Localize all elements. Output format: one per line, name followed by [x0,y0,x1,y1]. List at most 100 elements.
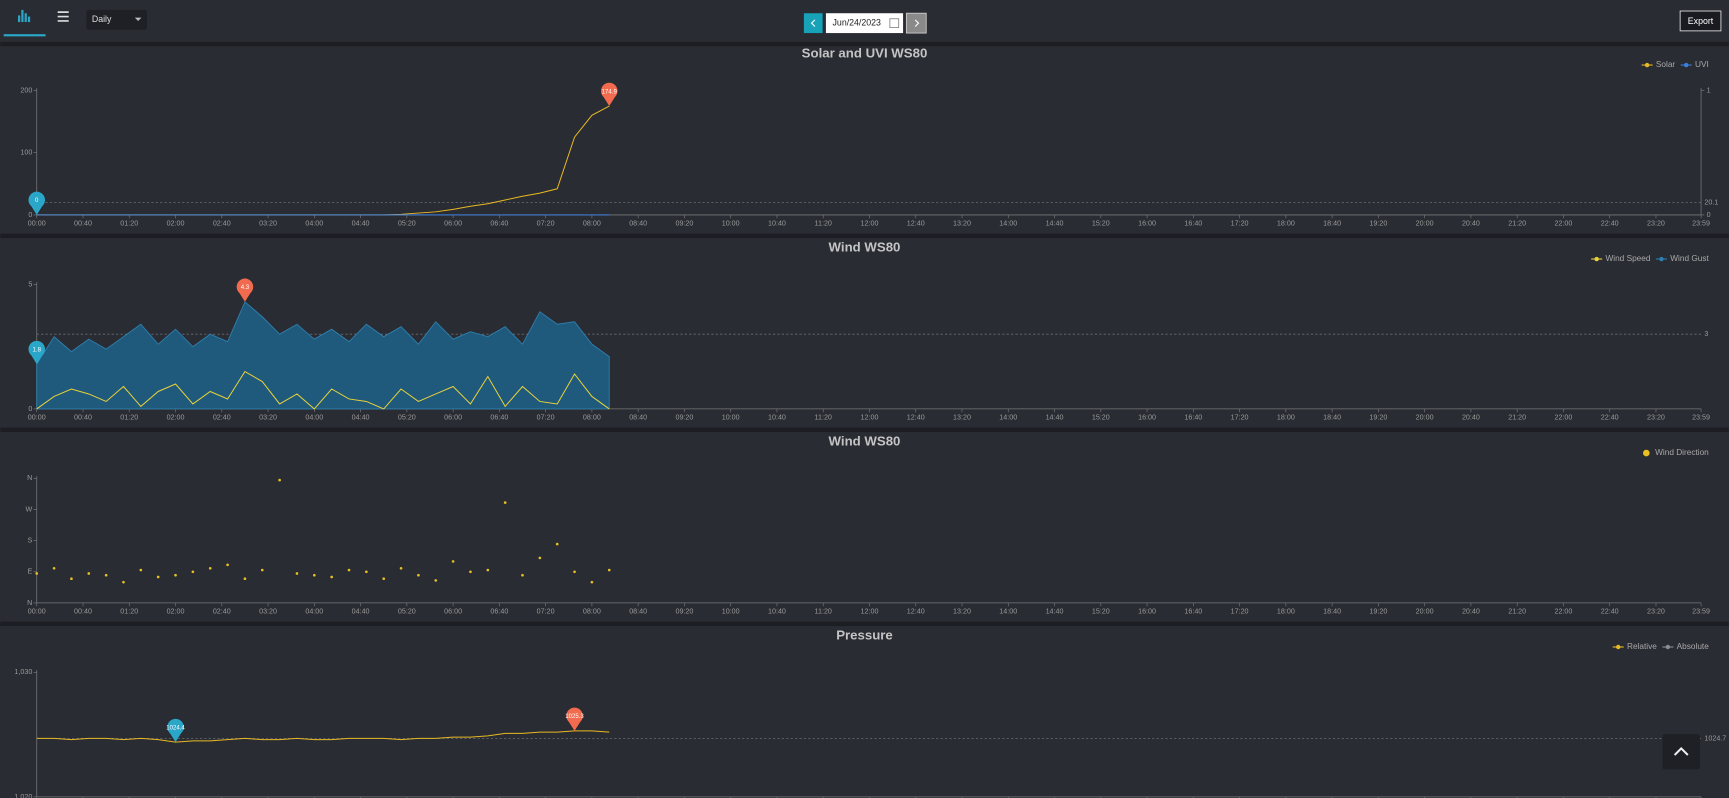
export-button[interactable] [1679,10,1722,32]
x-tick-label: 09:20 [675,608,693,616]
max-pin [236,278,254,302]
x-tick-label: 10:00 [722,220,740,228]
separator [0,621,1729,627]
x-tick-label: 16:00 [1138,414,1156,422]
x-tick-label: 16:00 [1138,608,1156,616]
x-tick-label: 17:20 [1231,414,1249,422]
x-tick-label: 14:40 [1046,414,1064,422]
scatter-point [382,577,386,581]
legend-label: Relative [1627,642,1657,651]
date-input[interactable] [825,13,904,34]
scatter-point [469,570,472,574]
x-tick-label: 23:59 [1692,414,1710,422]
scatter-point [295,572,299,575]
x-tick-label: 09:20 [675,414,693,422]
legend-symbol [1665,644,1671,650]
scatter-point [191,570,195,574]
x-tick-label: 10:00 [722,414,740,422]
max-label: 174.9 [602,89,618,95]
scatter-point [87,572,91,575]
x-tick-label: 06:00 [444,414,462,422]
back-to-top-button[interactable] [1662,734,1700,770]
x-tick-label: 14:00 [999,608,1017,616]
x-tick-label: 09:20 [675,220,693,228]
scatter-point [208,566,212,570]
y-tick-label: N [27,474,32,482]
legend-symbol [1659,256,1664,262]
x-tick-label: 12:00 [861,414,879,422]
x-tick-label: 00:00 [28,220,46,228]
icon-bar [24,13,27,23]
scatter-point [35,572,39,575]
y-tick-label: 5 [28,280,32,288]
chart-title: Wind WS80 [829,433,901,448]
y-tick-label: 1,020 [14,793,32,798]
x-tick-label: 06:40 [490,608,508,616]
legend-label: Wind Direction [1655,448,1709,457]
chart-title: Wind WS80 [829,239,901,254]
x-tick-label: 15:20 [1092,608,1110,616]
x-tick-label: 20:40 [1462,608,1480,616]
min-pin [28,191,46,215]
calendar-icon [889,18,900,28]
x-tick-label: 00:00 [28,414,46,422]
x-tick-label: 07:20 [537,220,555,228]
x-tick-label: 00:40 [74,414,92,422]
x-tick-label: 18:40 [1323,220,1341,228]
x-tick-label: 06:00 [444,608,462,616]
x-tick-label: 05:20 [398,220,416,228]
x-tick-label: 02:40 [213,220,231,228]
x-tick-label: 00:00 [28,608,46,616]
period-select[interactable] [86,9,147,30]
x-tick-label: 12:00 [861,220,879,228]
next-day-button[interactable] [905,12,927,34]
x-tick-label: 06:40 [490,414,508,422]
y-tick-label: 0 [28,405,32,413]
x-tick-label: 20:40 [1462,414,1480,422]
x-tick-label: 13:20 [953,220,971,228]
prev-day-button[interactable] [803,13,823,34]
legend-label: Wind Speed [1605,254,1650,263]
y-tick-label: 100 [20,149,32,157]
y-tick-label: 1,030 [14,668,32,676]
menu-icon[interactable] [57,11,69,22]
x-tick-label: 06:00 [444,220,462,228]
scatter-point [365,570,368,574]
x-tick-label: 22:40 [1601,220,1619,228]
average-label: 20.1 [1704,198,1718,206]
x-tick-label: 08:00 [583,608,601,616]
scatter-point [573,570,576,574]
x-tick-label: 06:40 [490,220,508,228]
x-tick-label: 17:20 [1231,608,1249,616]
x-tick-label: 16:00 [1138,220,1156,228]
chart-title: Pressure [836,627,893,642]
x-tick-label: 19:20 [1369,220,1387,228]
chart-view-tab[interactable] [3,9,46,37]
x-tick-label: 08:40 [629,414,647,422]
scatter-point [521,573,524,577]
x-tick-label: 21:20 [1508,608,1526,616]
max-label: 1025.3 [565,714,584,720]
x-tick-label: 18:00 [1277,414,1295,422]
legend-label: Wind Gust [1670,254,1709,263]
x-tick-label: 17:20 [1231,220,1249,228]
legend-symbol [1616,644,1621,650]
x-tick-label: 12:40 [907,414,925,422]
average-label: 3 [1704,330,1708,338]
x-tick-label: 10:40 [768,220,786,228]
select-caret [134,17,142,21]
prev-arrow [810,19,816,27]
min-pin [28,340,46,365]
scatter-point [434,579,438,582]
line [36,730,610,743]
scatter-point [451,560,455,563]
x-tick-label: 14:40 [1046,608,1064,616]
scatter-point [590,580,594,584]
x-tick-label: 12:40 [907,608,925,616]
x-tick-label: 21:20 [1508,220,1526,228]
x-tick-label: 16:40 [1184,414,1202,422]
x-tick-label: 02:00 [167,608,185,616]
x-tick-label: 05:20 [398,414,416,422]
scatter-point [399,566,403,570]
x-tick-label: 23:20 [1647,220,1665,228]
